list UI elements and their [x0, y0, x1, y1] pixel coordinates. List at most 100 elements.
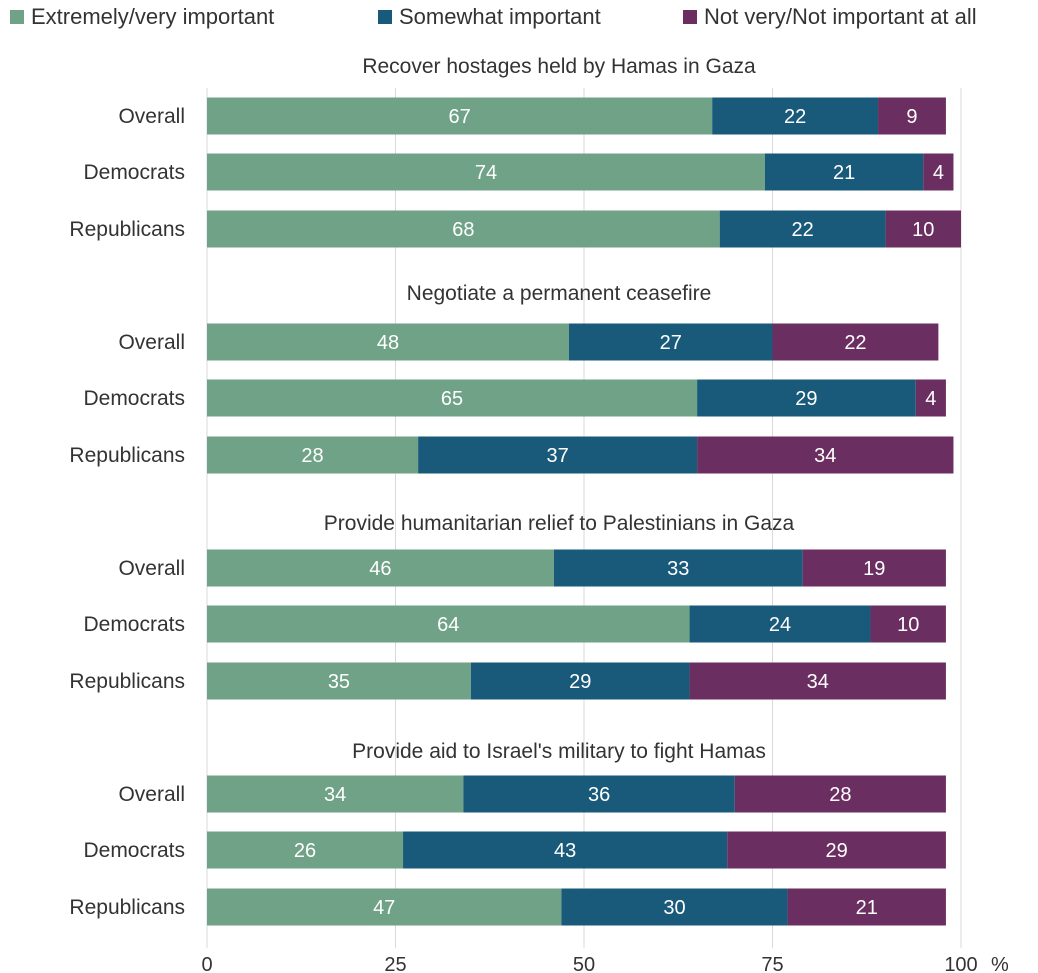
bar-segment	[403, 831, 728, 869]
bar-segment	[764, 153, 924, 191]
bar-value-label: 34	[324, 784, 346, 806]
bar-value-label: 29	[825, 840, 847, 862]
bar-value-label: 27	[660, 332, 682, 354]
bar-segment	[561, 888, 788, 926]
bar-value-label: 33	[667, 558, 689, 580]
row-label: Democrats	[83, 839, 185, 862]
bar-segment	[802, 549, 946, 587]
legend-swatch	[378, 10, 392, 24]
bar-segment	[207, 379, 698, 417]
bar-value-label: 22	[784, 106, 806, 128]
legend-label: Extremely/very important	[31, 4, 275, 29]
bar-value-label: 47	[373, 897, 395, 919]
bar-value-label: 74	[475, 162, 497, 184]
bar-segment	[689, 605, 871, 643]
legend-swatch	[10, 10, 24, 24]
bar-value-label: 28	[301, 445, 323, 467]
bar-segment	[772, 323, 939, 361]
bar-segment	[207, 605, 690, 643]
bar-segment	[463, 775, 735, 813]
bar-segment	[923, 153, 954, 191]
bar-value-label: 30	[663, 897, 685, 919]
bar-segment	[418, 436, 698, 474]
legend-label: Somewhat important	[399, 4, 601, 29]
row-label: Republicans	[69, 218, 185, 241]
bar-segment	[734, 775, 946, 813]
row-label: Overall	[118, 105, 185, 128]
x-tick-label: 0	[201, 954, 212, 973]
bar-segment	[727, 831, 946, 869]
bar-value-label: 29	[795, 388, 817, 410]
row-label: Overall	[118, 783, 185, 806]
bar-value-label: 68	[452, 219, 474, 241]
bar-value-label: 29	[569, 671, 591, 693]
bar-value-label: 37	[546, 445, 568, 467]
bar-value-label: 4	[933, 162, 944, 184]
bar-segment	[207, 662, 471, 700]
bar-segment	[207, 210, 720, 248]
bar-segment	[207, 888, 562, 926]
bar-value-label: 64	[437, 614, 459, 636]
bar-value-label: 21	[856, 897, 878, 919]
bar-segment	[568, 323, 773, 361]
bar-value-label: 10	[897, 614, 919, 636]
bar-value-label: 21	[833, 162, 855, 184]
row-label: Democrats	[83, 387, 185, 410]
bar-segment	[870, 605, 946, 643]
bar-segment	[915, 379, 946, 417]
row-label: Democrats	[83, 613, 185, 636]
bar-value-label: 34	[807, 671, 829, 693]
bar-segment	[878, 97, 946, 135]
bar-segment	[207, 97, 713, 135]
bar-segment	[787, 888, 946, 926]
bar-segment	[207, 153, 765, 191]
bar-value-label: 36	[588, 784, 610, 806]
bar-segment	[207, 323, 569, 361]
bar-value-label: 46	[369, 558, 391, 580]
bar-segment	[712, 97, 879, 135]
bar-value-label: 9	[906, 106, 917, 128]
group-title: Recover hostages held by Hamas in Gaza	[362, 55, 756, 78]
bar-segment	[885, 210, 961, 248]
bar-value-label: 22	[844, 332, 866, 354]
x-axis-unit: %	[991, 954, 1009, 973]
bar-value-label: 65	[441, 388, 463, 410]
legend-label: Not very/Not important at all	[704, 4, 977, 29]
group-title: Provide aid to Israel's military to figh…	[352, 740, 766, 763]
group-title: Negotiate a permanent ceasefire	[407, 282, 712, 305]
bar-segment	[697, 436, 954, 474]
x-tick-label: 100	[944, 954, 977, 973]
bar-value-label: 22	[792, 219, 814, 241]
legend-item: Extremely/very important	[10, 4, 274, 30]
bar-value-label: 19	[863, 558, 885, 580]
bar-segment	[207, 775, 464, 813]
bar-value-label: 34	[814, 445, 836, 467]
legend-item: Somewhat important	[378, 4, 601, 30]
x-tick-label: 50	[573, 954, 595, 973]
bar-value-label: 10	[912, 219, 934, 241]
row-label: Republicans	[69, 896, 185, 919]
bar-value-label: 35	[328, 671, 350, 693]
bar-segment	[470, 662, 690, 700]
bar-value-label: 67	[448, 106, 470, 128]
bar-segment	[207, 831, 404, 869]
bar-value-label: 4	[925, 388, 936, 410]
row-label: Overall	[118, 557, 185, 580]
bar-segment	[207, 549, 554, 587]
bar-segment	[689, 662, 946, 700]
bar-segment	[207, 436, 419, 474]
bar-segment	[697, 379, 916, 417]
chart-legend: Extremely/very important Somewhat importa…	[0, 4, 1038, 38]
row-label: Democrats	[83, 161, 185, 184]
bar-segment	[553, 549, 803, 587]
bar-value-label: 28	[829, 784, 851, 806]
bar-value-label: 43	[554, 840, 576, 862]
bar-value-label: 48	[377, 332, 399, 354]
row-label: Republicans	[69, 444, 185, 467]
row-label: Republicans	[69, 670, 185, 693]
x-tick-label: 75	[761, 954, 783, 973]
x-tick-label: 25	[384, 954, 406, 973]
row-label: Overall	[118, 331, 185, 354]
bar-value-label: 26	[294, 840, 316, 862]
